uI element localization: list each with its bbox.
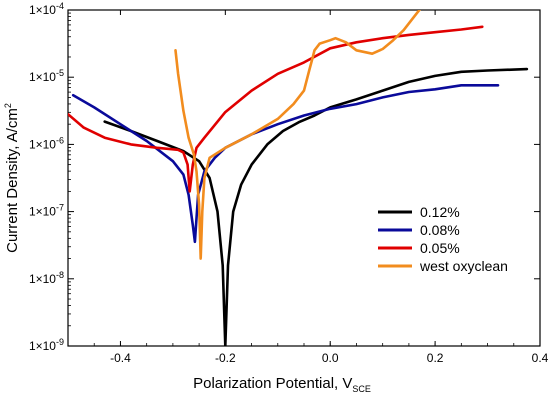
y-tick-label: 1×10-7 (29, 203, 64, 219)
y-axis-title-superscript: 2 (3, 103, 13, 108)
legend-entry-label: west oxyclean (419, 258, 508, 274)
x-axis-title: Polarization Potential, VSCE (193, 375, 371, 394)
legend-entry-label: 0.12% (420, 204, 460, 220)
x-axis-title-main: Polarization Potential, V (193, 375, 352, 392)
legend-entry-label: 0.08% (420, 222, 460, 238)
legend: 0.12% 0.08% 0.05% west oxyclean (378, 204, 508, 274)
series-line-2 (71, 84, 500, 244)
y-tick-label: 1×10-9 (29, 337, 64, 353)
x-tick-label: -0.2 (215, 351, 236, 365)
y-tick-label: 1×10-4 (29, 1, 64, 17)
series-lines (68, 10, 529, 346)
y-axis-title-main: Current Density, A/cm (4, 108, 21, 253)
series-line-1 (103, 67, 529, 346)
y-axis-title: Current Density, A/cm2 (3, 103, 21, 253)
x-tick-label: -0.4 (110, 351, 131, 365)
x-axis-ticks: -0.4 -0.2 0.0 0.2 0.4 (67, 10, 549, 365)
x-tick-label: 0.0 (322, 351, 339, 365)
legend-entry-label: 0.05% (420, 240, 460, 256)
plot-area-frame (67, 9, 541, 347)
y-axis-ticks: 1×10-9 1×10-8 1×10-7 1×10-6 1×10-5 1×10-4 (29, 1, 540, 353)
x-tick-label: 0.4 (532, 351, 549, 365)
series-line-4 (174, 10, 422, 260)
y-tick-label: 1×10-8 (29, 270, 64, 286)
series-line-3 (68, 25, 484, 193)
y-tick-label: 1×10-6 (29, 135, 64, 151)
y-tick-label: 1×10-5 (29, 68, 64, 84)
x-tick-label: 0.2 (427, 351, 444, 365)
x-axis-title-subscript: SCE (352, 384, 371, 394)
